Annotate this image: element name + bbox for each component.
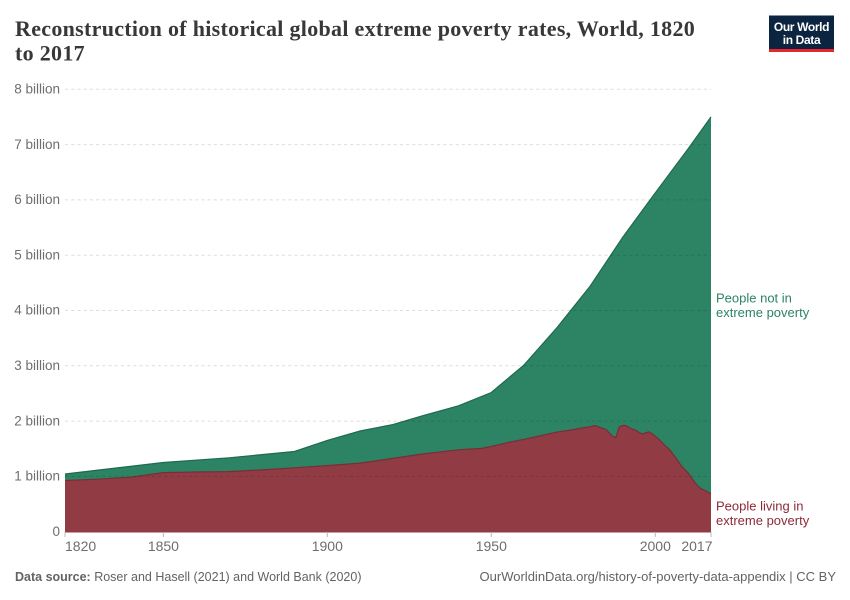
- svg-text:8 billion: 8 billion: [14, 82, 60, 97]
- svg-text:4 billion: 4 billion: [14, 303, 60, 318]
- svg-text:to 2017: to 2017: [15, 40, 85, 65]
- svg-text:7 billion: 7 billion: [14, 137, 60, 152]
- svg-text:2000: 2000: [640, 538, 671, 554]
- svg-text:extreme poverty: extreme poverty: [716, 513, 810, 528]
- svg-text:OurWorldinData.org/history-of-: OurWorldinData.org/history-of-poverty-da…: [480, 569, 837, 584]
- svg-text:3 billion: 3 billion: [14, 358, 60, 373]
- svg-text:6 billion: 6 billion: [14, 192, 60, 207]
- svg-text:0: 0: [52, 524, 60, 539]
- svg-text:extreme poverty: extreme poverty: [716, 305, 810, 320]
- svg-text:2017: 2017: [681, 538, 712, 554]
- svg-text:1950: 1950: [476, 538, 507, 554]
- svg-text:1 billion: 1 billion: [14, 469, 60, 484]
- svg-text:2 billion: 2 billion: [14, 413, 60, 428]
- svg-text:Our World: Our World: [774, 20, 829, 34]
- svg-text:5 billion: 5 billion: [14, 247, 60, 262]
- svg-text:Reconstruction of historical g: Reconstruction of historical global extr…: [15, 16, 695, 41]
- svg-text:1820: 1820: [65, 538, 96, 554]
- svg-text:in Data: in Data: [783, 33, 821, 47]
- svg-text:Data source: Roser and Hasell: Data source: Roser and Hasell (2021) and…: [15, 570, 361, 584]
- svg-text:1900: 1900: [312, 538, 343, 554]
- svg-text:People living in: People living in: [716, 499, 803, 514]
- svg-text:1850: 1850: [148, 538, 179, 554]
- svg-text:People not in: People not in: [716, 291, 792, 306]
